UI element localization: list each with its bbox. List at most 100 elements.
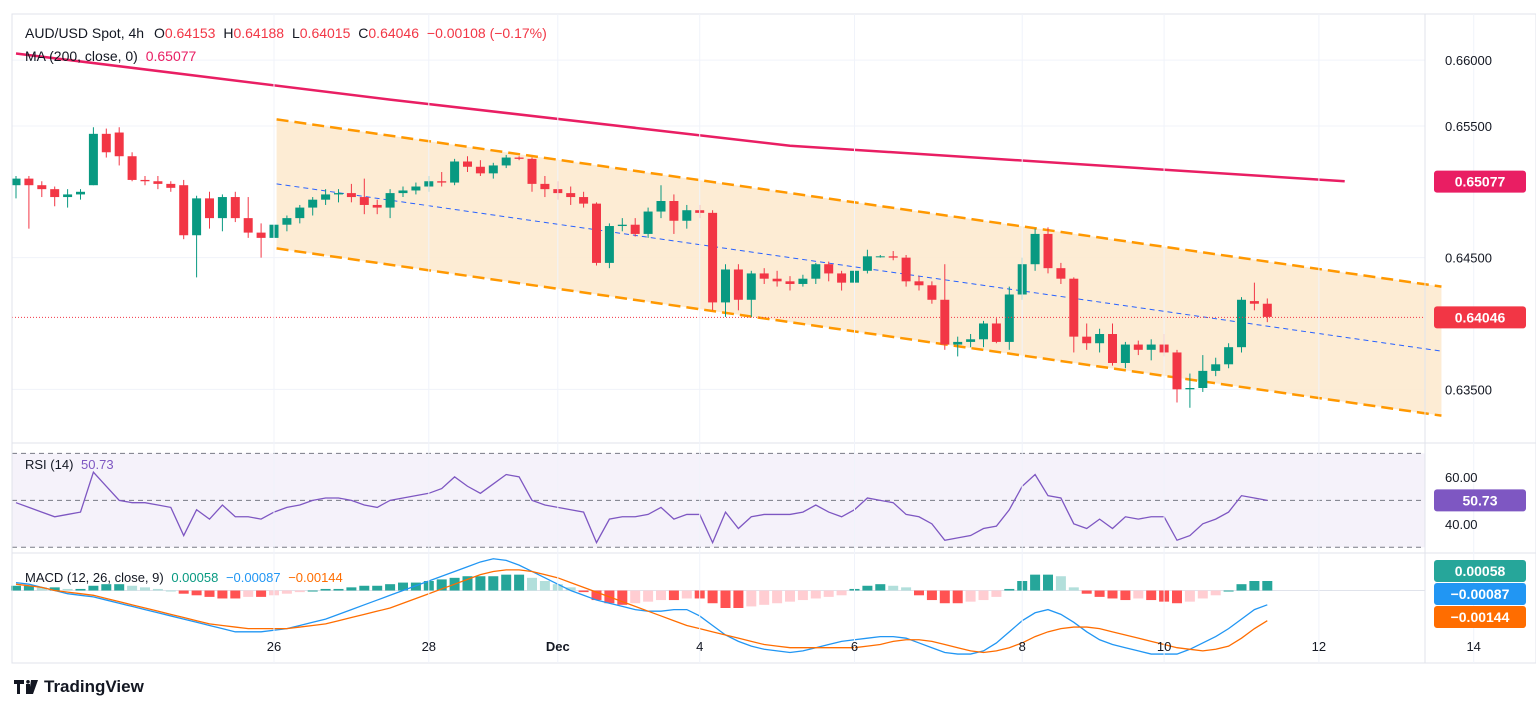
candle-body [991,323,1001,342]
candle-body [1237,299,1246,348]
macd-hist-bar [746,590,757,607]
candle-body [179,185,189,236]
candle-body [708,212,718,303]
macd-hist-bar [62,588,73,591]
tradingview-logo[interactable]: TradingView [14,677,144,697]
candle-body [1108,334,1117,363]
candle-body [733,269,743,300]
macd-hist-bar [836,590,847,596]
rsi-pane[interactable] [12,452,1425,548]
candle-body [566,193,576,198]
macd-hist-bar [1236,584,1247,591]
candle-body [1211,364,1221,371]
macd-hist-bar [888,585,899,591]
macd-hist-bar [1004,588,1015,591]
macd-hist-bar [217,590,228,599]
macd-hist-bar [797,590,808,601]
y-tick-label: 0.65500 [1445,119,1492,134]
macd-hist-bar [630,590,641,604]
candle-body [230,197,240,219]
candle-body [1185,388,1195,390]
rsi-line [15,470,1268,545]
ohlc-header: AUD/USD Spot, 4h O0.64153 H0.64188 L0.64… [25,25,547,41]
candle-body [1198,370,1208,389]
macd-hist-bar [785,590,795,602]
macd-hist-bar [256,590,267,597]
macd-hist-bar [707,590,718,604]
change-value: −0.00108 (−0.17%) [426,25,547,41]
candle-body [1043,233,1053,269]
macd-hist-bar [410,582,421,591]
macd-hist-bar [772,590,783,604]
candle-body [475,166,485,174]
macd-signal-line [15,569,1268,654]
candle-body [888,256,898,258]
high-value: 0.64188 [233,25,285,41]
x-tick-label: Dec [546,639,570,654]
candle-body [540,183,550,190]
candle-body [966,339,976,342]
macd-hist-badge [1434,560,1526,582]
macd-hist-bar [488,576,499,591]
candle-body [1120,344,1130,363]
low-value: 0.64015 [299,25,351,41]
candle-body [1133,344,1143,350]
candle-body [785,281,795,284]
x-tick-label: 12 [1312,639,1326,654]
brand-name: TradingView [44,677,144,696]
macd-hist-bar [127,585,138,591]
symbol-title: AUD/USD Spot, 4h [25,25,145,41]
macd-hist-bar [939,590,950,604]
macd-hist-bar [436,579,447,591]
low-label: L [291,25,300,41]
open-value: 0.64153 [164,25,216,41]
macd-hist-bar [1081,590,1092,594]
macd-hist-bar [191,590,202,596]
rsi-value: 50.73 [81,457,114,472]
macd-hist-bar [140,587,150,591]
candle-body [488,165,498,174]
candle-body [953,341,963,345]
macd-hist-bar [398,582,408,591]
candle-body [385,193,395,208]
candle-body [1056,268,1066,279]
macd-hist-bar [204,590,215,597]
macd-pane[interactable] [11,558,1425,655]
macd-hist-bar [1043,574,1053,591]
candle-body [282,218,292,225]
candle-body [527,158,537,184]
macd-hist-bar [952,590,963,604]
macd-hist-value: 0.00058 [171,570,219,585]
macd-hist-bar [1055,576,1066,591]
macd-line [15,558,1268,655]
candle-body [617,224,627,227]
candle-body [217,197,227,219]
candle-body [1172,352,1182,390]
macd-hist-bar [1197,590,1208,599]
price-pane[interactable] [11,52,1442,417]
candle-body [1069,278,1079,337]
high-label: H [223,25,234,41]
macd-hist-bar [565,587,576,591]
candle-body [37,185,47,190]
macd-hist-bar [1094,590,1105,597]
channel-upper-line [276,118,1442,288]
macd-hist-bar [1172,590,1182,604]
macd-hist-bar [178,590,189,594]
macd-hist-bar [165,590,176,592]
macd-line-value: −0.00087 [225,570,281,585]
candle-body [140,179,150,182]
macd-hist-bar [1030,574,1041,591]
candle-body [862,256,872,271]
macd-hist-bar [1210,590,1221,596]
macd-hist-bar [1184,590,1195,602]
candle-body [1249,301,1259,304]
channel-lower-line [276,247,1442,417]
macd-hist-bar [1107,590,1118,599]
macd-hist-bar [333,588,344,591]
macd-hist-bar [501,574,512,591]
candle-body [875,256,885,258]
close-label: C [358,25,369,41]
candle-body [669,201,679,221]
